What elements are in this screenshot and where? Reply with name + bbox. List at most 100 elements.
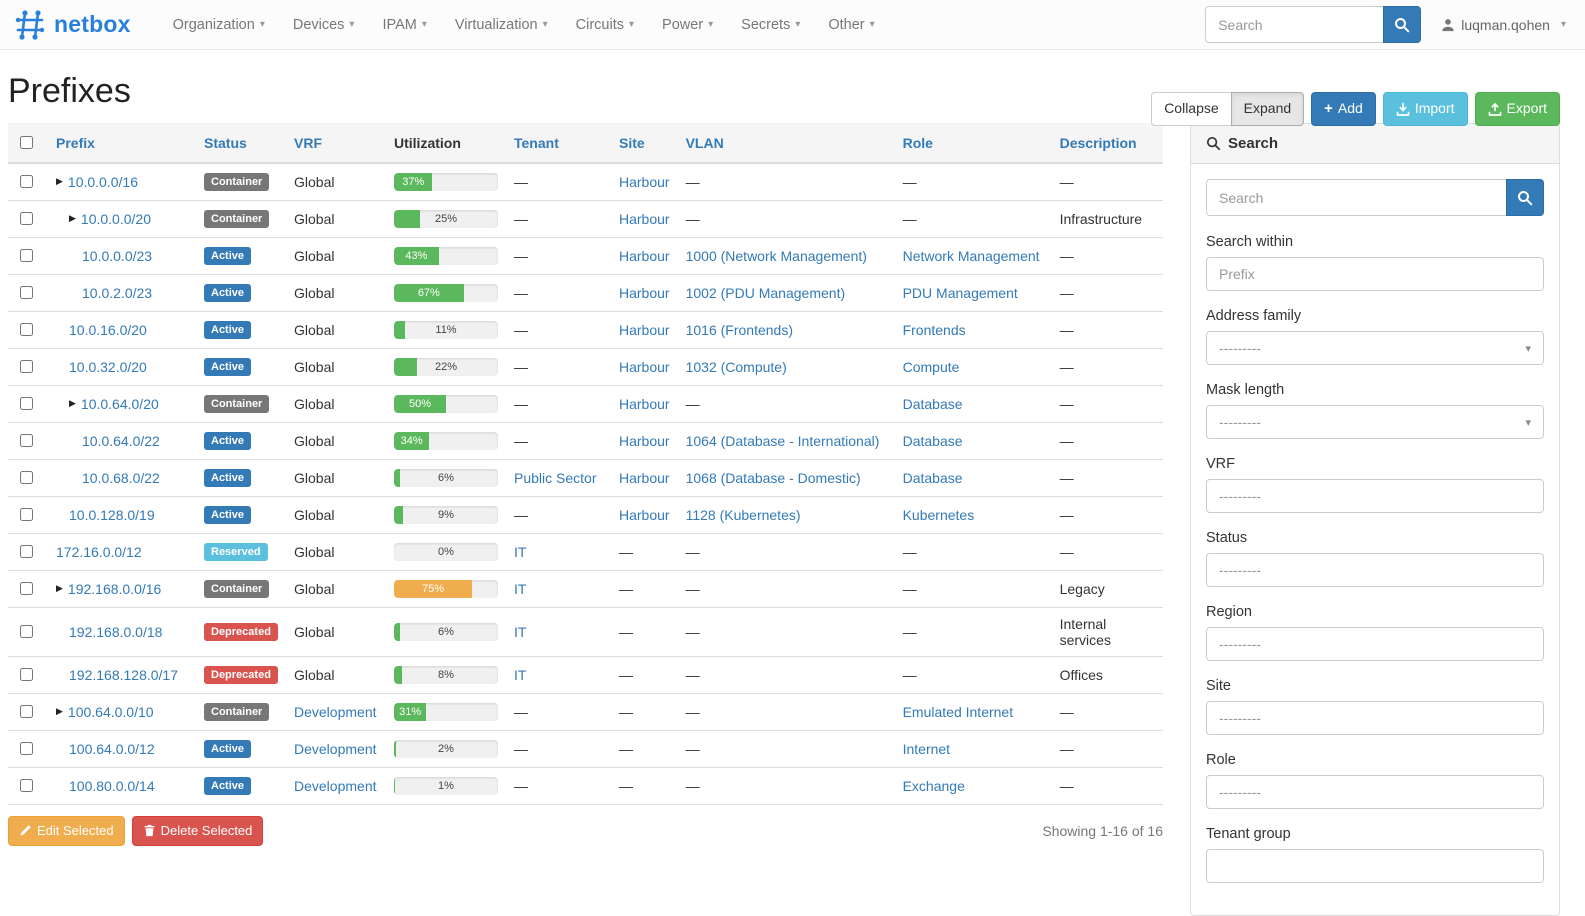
filter-input[interactable]: [1206, 553, 1544, 587]
vlan-cell[interactable]: 1064 (Database - International): [685, 432, 880, 449]
filter-search-button[interactable]: [1506, 179, 1544, 216]
row-checkbox[interactable]: [20, 742, 33, 755]
prefix-link[interactable]: 10.0.0.0/20: [80, 210, 151, 227]
role-cell[interactable]: Emulated Internet: [902, 703, 1014, 720]
row-checkbox[interactable]: [20, 508, 33, 521]
column-header[interactable]: Prefix: [48, 123, 196, 164]
prefix-link[interactable]: 172.16.0.0/12: [56, 543, 142, 560]
column-header[interactable]: Description: [1051, 123, 1163, 164]
prefix-link[interactable]: 100.64.0.0/10: [67, 703, 154, 720]
tenant-cell[interactable]: Public Sector: [514, 469, 597, 486]
site-cell[interactable]: Harbour: [619, 247, 670, 264]
prefix-link[interactable]: 10.0.16.0/20: [69, 321, 147, 338]
prefix-link[interactable]: 10.0.64.0/20: [80, 395, 159, 412]
site-cell[interactable]: Harbour: [619, 210, 670, 227]
filter-select[interactable]: --------- ▾: [1206, 331, 1544, 365]
nav-menu-item[interactable]: Power ▾: [662, 16, 714, 33]
select-all-checkbox[interactable]: [20, 136, 33, 149]
prefix-link[interactable]: 192.168.128.0/17: [69, 666, 178, 683]
filter-input[interactable]: [1206, 627, 1544, 661]
row-checkbox[interactable]: [20, 625, 33, 638]
filter-input[interactable]: [1206, 479, 1544, 513]
prefix-link[interactable]: 10.0.64.0/22: [82, 432, 160, 449]
vlan-cell[interactable]: 1128 (Kubernetes): [685, 506, 801, 523]
role-cell[interactable]: Database: [902, 469, 963, 486]
prefix-link[interactable]: 10.0.2.0/23: [82, 284, 153, 301]
row-checkbox[interactable]: [20, 397, 33, 410]
global-search-button[interactable]: [1383, 6, 1422, 43]
expand-caret-icon[interactable]: ▶: [69, 213, 76, 223]
prefix-link[interactable]: 10.0.68.0/22: [82, 469, 160, 486]
role-cell[interactable]: Compute: [902, 358, 960, 375]
row-checkbox[interactable]: [20, 286, 33, 299]
column-header[interactable]: VRF: [286, 123, 386, 164]
vlan-cell[interactable]: 1000 (Network Management): [685, 247, 867, 264]
nav-menu-item[interactable]: Virtualization ▾: [454, 16, 548, 33]
row-checkbox[interactable]: [20, 249, 33, 262]
role-cell[interactable]: Database: [902, 432, 963, 449]
expand-caret-icon[interactable]: ▶: [56, 583, 63, 593]
vlan-cell[interactable]: 1068 (Database - Domestic): [685, 469, 861, 486]
role-cell[interactable]: Exchange: [902, 777, 965, 794]
import-button[interactable]: Import: [1382, 92, 1468, 126]
filter-input[interactable]: [1206, 257, 1544, 291]
prefix-link[interactable]: 100.80.0.0/14: [69, 777, 155, 794]
prefix-link[interactable]: 192.168.0.0/16: [67, 580, 162, 597]
vlan-cell[interactable]: 1032 (Compute): [685, 358, 787, 375]
prefix-link[interactable]: 10.0.0.0/23: [82, 247, 153, 264]
nav-menu-item[interactable]: Organization ▾: [172, 16, 265, 33]
vlan-cell[interactable]: 1016 (Frontends): [685, 321, 793, 338]
prefix-link[interactable]: 10.0.32.0/20: [69, 358, 147, 375]
row-checkbox[interactable]: [20, 545, 33, 558]
row-checkbox[interactable]: [20, 705, 33, 718]
nav-menu-item[interactable]: Secrets ▾: [741, 16, 801, 33]
site-cell[interactable]: Harbour: [619, 173, 670, 190]
tenant-cell[interactable]: IT: [514, 666, 527, 683]
site-cell[interactable]: Harbour: [619, 469, 670, 486]
filter-select[interactable]: --------- ▾: [1206, 405, 1544, 439]
expand-caret-icon[interactable]: ▶: [56, 706, 63, 716]
filter-input[interactable]: [1206, 775, 1544, 809]
role-cell[interactable]: PDU Management: [902, 284, 1018, 301]
vrf-cell[interactable]: Development: [294, 777, 377, 794]
column-header[interactable]: Tenant: [506, 123, 611, 164]
expand-caret-icon[interactable]: ▶: [56, 176, 63, 187]
expand-caret-icon[interactable]: ▶: [69, 398, 76, 408]
expand-button[interactable]: Expand: [1230, 92, 1305, 126]
vrf-cell[interactable]: Development: [294, 740, 377, 757]
edit-selected-button[interactable]: Edit Selected: [8, 815, 125, 846]
row-checkbox[interactable]: [20, 175, 33, 189]
add-button[interactable]: + Add: [1311, 92, 1376, 126]
column-header[interactable]: Role: [894, 123, 1052, 164]
row-checkbox[interactable]: [20, 212, 33, 225]
prefix-link[interactable]: 192.168.0.0/18: [69, 623, 163, 640]
nav-menu-item[interactable]: Other ▾: [828, 16, 875, 33]
global-search-input[interactable]: [1205, 6, 1384, 43]
column-header[interactable]: VLAN: [677, 123, 895, 164]
export-button[interactable]: Export: [1474, 92, 1560, 126]
filter-input[interactable]: [1206, 849, 1544, 883]
nav-menu-item[interactable]: Circuits ▾: [575, 16, 635, 33]
prefix-link[interactable]: 10.0.128.0/19: [69, 506, 155, 523]
tenant-cell[interactable]: IT: [514, 543, 527, 560]
site-cell[interactable]: Harbour: [619, 358, 670, 375]
vlan-cell[interactable]: 1002 (PDU Management): [685, 284, 846, 301]
vrf-cell[interactable]: Development: [294, 703, 377, 720]
site-cell[interactable]: Harbour: [619, 506, 670, 523]
row-checkbox[interactable]: [20, 582, 33, 595]
role-cell[interactable]: Database: [902, 395, 963, 412]
prefix-link[interactable]: 100.64.0.0/12: [69, 740, 155, 757]
tenant-cell[interactable]: IT: [514, 623, 527, 640]
nav-menu-item[interactable]: IPAM ▾: [382, 16, 427, 33]
filter-input[interactable]: [1206, 701, 1544, 735]
row-checkbox[interactable]: [20, 360, 33, 373]
row-checkbox[interactable]: [20, 434, 33, 447]
row-checkbox[interactable]: [20, 668, 33, 681]
user-menu[interactable]: luqman.qohen ▾: [1441, 17, 1566, 33]
nav-menu-item[interactable]: Devices ▾: [292, 16, 355, 33]
filter-search-input[interactable]: [1206, 179, 1506, 216]
row-checkbox[interactable]: [20, 323, 33, 336]
column-header[interactable]: Site: [611, 123, 678, 164]
role-cell[interactable]: Network Management: [902, 247, 1040, 264]
row-checkbox[interactable]: [20, 471, 33, 484]
